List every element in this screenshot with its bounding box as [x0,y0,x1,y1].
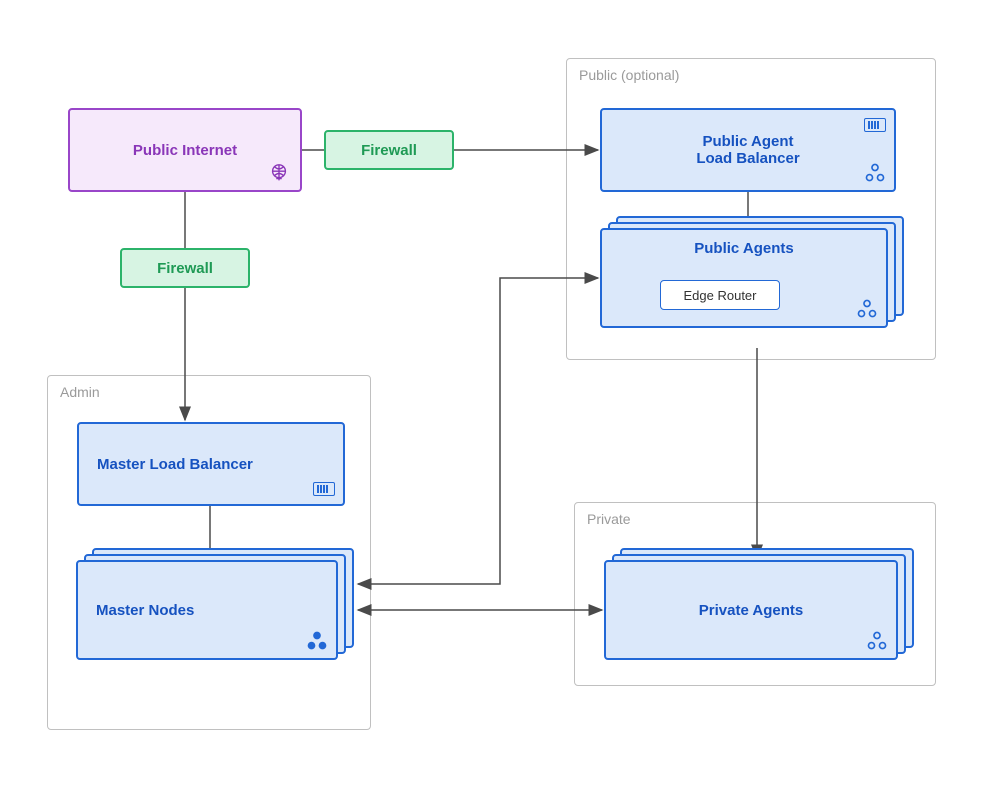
edge-router-label: Edge Router [684,288,757,303]
public-optional-label: Public (optional) [579,67,679,83]
public-internet-box: Public Internet [68,108,302,192]
edge-router-box: Edge Router [660,280,780,310]
firewall-left-box: Firewall [120,248,250,288]
load-balancer-icon [313,482,335,496]
public-agents-box: Public Agents [600,228,888,328]
public-internet-label: Public Internet [133,142,237,159]
master-lb-box: Master Load Balancer [77,422,345,506]
cluster-icon [856,298,878,320]
master-nodes-label: Master Nodes [96,602,194,619]
master-lb-label: Master Load Balancer [97,456,253,473]
private-label: Private [587,511,631,527]
load-balancer-icon [864,118,886,132]
firewall-top-label: Firewall [361,142,417,159]
admin-label: Admin [60,384,100,400]
master-nodes-box: Master Nodes [76,560,338,660]
cluster-icon [864,162,886,184]
cluster-icon [306,630,328,652]
globe-icon [268,162,290,184]
firewall-top-box: Firewall [324,130,454,170]
firewall-left-label: Firewall [157,260,213,277]
public-agent-lb-box: Public AgentLoad Balancer [600,108,896,192]
edge-master-publicagents [358,278,598,584]
private-agents-box: Private Agents [604,560,898,660]
cluster-icon [866,630,888,652]
private-agents-label: Private Agents [699,602,803,619]
public-agent-lb-label: Public AgentLoad Balancer [696,133,799,167]
public-agents-label: Public Agents [694,240,793,257]
